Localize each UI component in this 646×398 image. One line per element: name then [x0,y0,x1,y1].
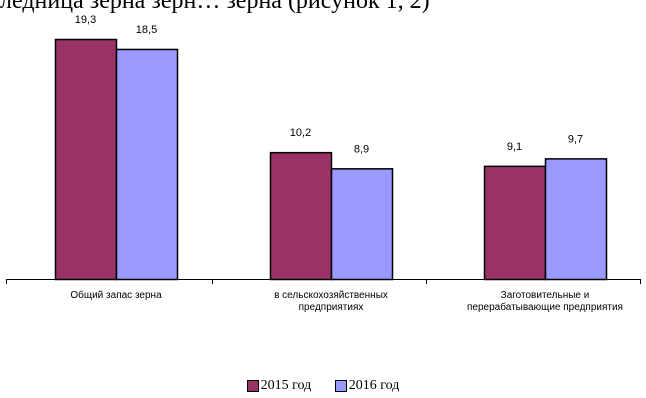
category-label-3-line-1: Заготовительные и [501,290,590,301]
data-label-2-3: 9,7 [568,133,583,145]
data-label-2-2: 8,9 [354,143,369,155]
data-label-2-1: 18,5 [136,24,157,36]
legend-label-2016: 2016 год [348,378,400,393]
chart-legend: 2015 год 2016 год [0,378,646,397]
bar-1-2 [269,151,333,281]
legend-item-2016: 2016 год [334,378,400,394]
bar-2-3 [544,158,608,281]
category-label-2-line-1: в сельскохозяйственных [274,290,388,301]
legend-label-2015: 2015 год [260,378,312,393]
category-label-1-line-1: Общий запас зерна [70,289,162,301]
category-label-3-line-2: перерабатывающие предприятия [467,301,623,313]
data-label-1-3: 9,1 [507,141,522,153]
cropped-body-text: ледница зерна зерн… зерна (рисунок 1, 2) [0,0,430,14]
legend-swatch-2015 [246,380,259,392]
data-label-1-1: 19,3 [75,14,96,26]
bar-2-1 [115,48,179,281]
legend-item-2015: 2015 год [246,378,312,394]
data-label-1-2: 10,2 [290,127,311,139]
category-label-2-line-2: предприятиях [299,302,364,313]
legend-swatch-2016 [334,380,347,392]
bar-1-3 [483,165,547,281]
bar-1-1 [54,38,118,281]
bar-2-2 [330,168,394,281]
